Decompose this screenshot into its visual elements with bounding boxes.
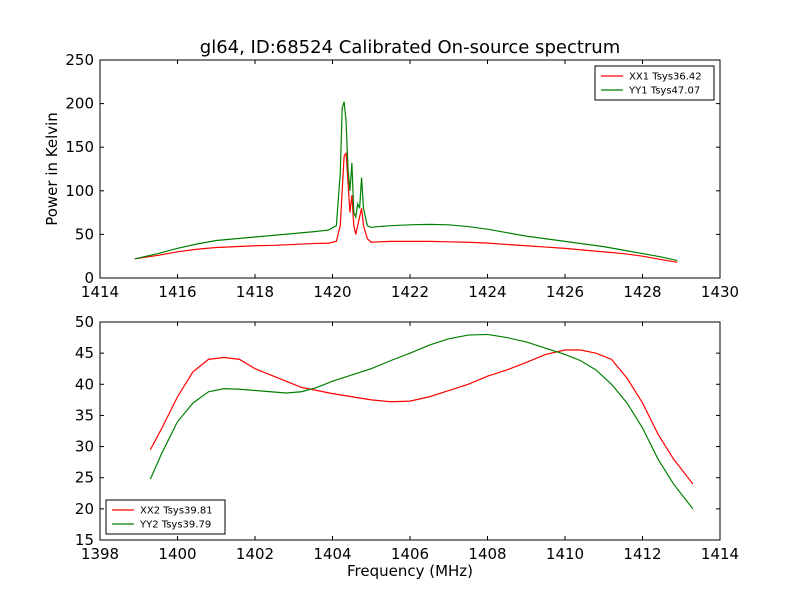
y-tick-label: 50 [75, 313, 94, 331]
x-tick-label: 1414 [701, 545, 739, 563]
series-line-1 [149, 349, 694, 485]
x-tick-label: 1400 [158, 545, 196, 563]
y-tick-label: 200 [65, 95, 94, 113]
x-tick-label: 1404 [313, 545, 351, 563]
chart-title: gl64, ID:68524 Calibrated On-source spec… [200, 37, 620, 58]
x-tick-label: 1414 [81, 283, 119, 301]
series-line-1 [134, 151, 678, 263]
legend-label: XX1 Tsys36.42 [629, 72, 702, 83]
x-tick-label: 1408 [468, 545, 506, 563]
top-ylabel: Power in Kelvin [43, 112, 61, 226]
y-tick-label: 45 [75, 344, 94, 362]
y-tick-label: 50 [75, 225, 94, 243]
legend-box [105, 499, 226, 535]
x-tick-label: 1416 [158, 283, 196, 301]
x-tick-label: 1426 [546, 283, 584, 301]
x-tick-label: 1398 [81, 545, 119, 563]
x-tick-label: 1406 [391, 545, 429, 563]
x-tick-label: 1418 [236, 283, 274, 301]
y-tick-label: 30 [75, 438, 94, 456]
top-plot: 1414 1416 1418 1420 1422 1424 1426 1428 1430 0 50 1… [65, 51, 739, 301]
legend-label: YY2 Tsys39.79 [139, 520, 211, 531]
bottom-xlabel: Frequency (MHz) [347, 562, 473, 580]
legend-label: YY1 Tsys47.07 [628, 86, 700, 97]
y-tick-label: 100 [65, 182, 94, 200]
y-tick-label: 150 [65, 138, 94, 156]
series-line-2 [149, 333, 694, 510]
y-tick-label: 25 [75, 469, 94, 487]
x-tick-label: 1424 [468, 283, 506, 301]
x-tick-label: 1422 [391, 283, 429, 301]
x-tick-label: 1428 [623, 283, 661, 301]
legend: XX2 Tsys39.81 YY2 Tsys39.79 [105, 499, 226, 535]
x-tick-label: 1430 [701, 283, 739, 301]
x-tick-label: 1412 [623, 545, 661, 563]
legend-box [594, 65, 715, 101]
y-tick-label: 20 [75, 500, 94, 518]
x-tick-label: 1420 [313, 283, 351, 301]
y-tick-label: 40 [75, 375, 94, 393]
x-tick-label: 1402 [236, 545, 274, 563]
legend: XX1 Tsys36.42 YY1 Tsys47.07 [594, 65, 715, 101]
y-tick-label: 0 [84, 269, 94, 287]
x-tick-label: 1410 [546, 545, 584, 563]
legend-label: XX2 Tsys39.81 [140, 506, 213, 517]
y-tick-label: 35 [75, 406, 94, 424]
y-tick-label: 250 [65, 51, 94, 69]
y-tick-label: 15 [75, 531, 94, 549]
series-line-2 [134, 101, 678, 262]
bottom-plot: 1398 1400 1402 1404 1406 1408 1410 1412 1414 15 20… [75, 313, 739, 563]
